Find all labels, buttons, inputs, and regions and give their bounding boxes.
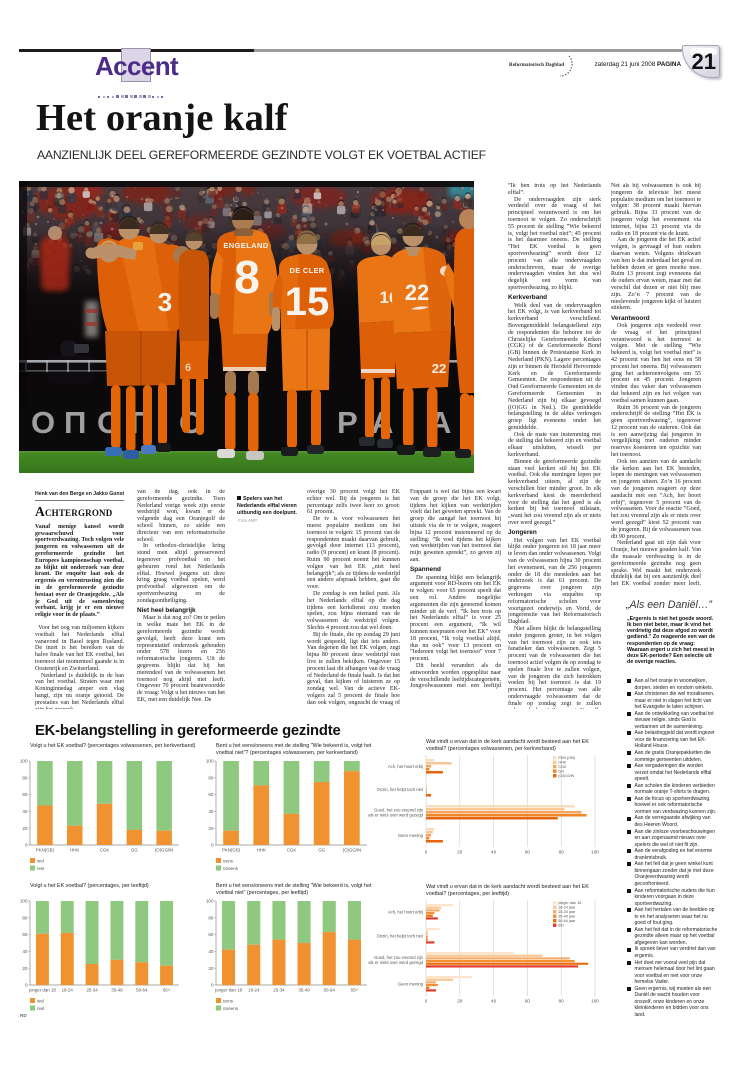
svg-text:50-64: 50-64 bbox=[136, 988, 148, 993]
svg-text:oneens: oneens bbox=[223, 866, 239, 871]
svg-text:PKN(GB): PKN(GB) bbox=[36, 848, 55, 853]
svg-text:40: 40 bbox=[22, 949, 28, 954]
svg-text:60: 60 bbox=[22, 792, 28, 797]
svg-text:40: 40 bbox=[22, 809, 28, 814]
svg-text:GG: GG bbox=[131, 848, 138, 853]
svg-text:25-34: 25-34 bbox=[273, 988, 285, 993]
svg-text:22: 22 bbox=[432, 361, 446, 376]
svg-text:DE CLER: DE CLER bbox=[289, 266, 324, 275]
svg-text:20: 20 bbox=[208, 966, 214, 971]
svg-text:Goed, het zou vreemd zijn: Goed, het zou vreemd zijn bbox=[374, 955, 424, 960]
svg-text:Onzin, het helpt toch niet: Onzin, het helpt toch niet bbox=[377, 787, 424, 792]
svg-text:20: 20 bbox=[208, 826, 214, 831]
svg-text:60: 60 bbox=[525, 999, 531, 1004]
svg-text:oneens: oneens bbox=[223, 1006, 239, 1011]
svg-text:40: 40 bbox=[491, 999, 497, 1004]
svg-text:80: 80 bbox=[22, 775, 28, 780]
svg-text:20: 20 bbox=[22, 826, 28, 831]
svg-text:60: 60 bbox=[208, 932, 214, 937]
svg-text:GG: GG bbox=[558, 770, 564, 774]
svg-text:wel: wel bbox=[37, 998, 44, 1003]
svg-text:100: 100 bbox=[591, 999, 599, 1004]
svg-text:100: 100 bbox=[206, 899, 214, 904]
svg-text:20: 20 bbox=[457, 999, 463, 1004]
svg-text:35-49 jaar: 35-49 jaar bbox=[558, 915, 576, 919]
svg-text:60: 60 bbox=[22, 932, 28, 937]
svg-text:PKN (GB): PKN (GB) bbox=[558, 756, 576, 760]
svg-text:niet: niet bbox=[37, 866, 45, 871]
svg-text:(O)GG/iN: (O)GG/iN bbox=[558, 774, 574, 778]
svg-text:22: 22 bbox=[405, 280, 429, 305]
svg-text:jonger dan 18: jonger dan 18 bbox=[214, 988, 242, 993]
svg-text:80: 80 bbox=[559, 850, 565, 855]
svg-text:Ach, het hoort erbij: Ach, het hoort erbij bbox=[388, 909, 423, 914]
svg-text:Π: Π bbox=[64, 405, 86, 440]
svg-text:0: 0 bbox=[425, 999, 428, 1004]
svg-text:0: 0 bbox=[425, 850, 428, 855]
svg-text:Goed, het zou vreemd zijn: Goed, het zou vreemd zijn bbox=[374, 808, 424, 813]
svg-text:eens: eens bbox=[223, 998, 234, 1003]
svg-text:wel: wel bbox=[37, 858, 44, 863]
svg-text:80: 80 bbox=[208, 775, 214, 780]
svg-text:25-34 jaar: 25-34 jaar bbox=[558, 910, 576, 914]
svg-text:CGK: CGK bbox=[558, 765, 567, 769]
svg-text:(O)GG/iN: (O)GG/iN bbox=[155, 848, 174, 853]
svg-text:80: 80 bbox=[208, 915, 214, 920]
svg-text:100: 100 bbox=[206, 759, 214, 764]
svg-text:eens: eens bbox=[223, 858, 234, 863]
svg-text:8: 8 bbox=[234, 251, 260, 303]
svg-text:100: 100 bbox=[20, 899, 28, 904]
svg-text:50-64 jaar: 50-64 jaar bbox=[558, 919, 576, 923]
svg-text:40: 40 bbox=[208, 809, 214, 814]
svg-text:40: 40 bbox=[491, 850, 497, 855]
svg-text:HHK: HHK bbox=[257, 848, 266, 853]
svg-text:0: 0 bbox=[211, 983, 214, 988]
svg-text:CGK: CGK bbox=[287, 848, 297, 853]
svg-text:80: 80 bbox=[22, 915, 28, 920]
svg-text:HHK: HHK bbox=[558, 761, 566, 765]
svg-text:35-49: 35-49 bbox=[111, 988, 123, 993]
svg-text:PKN(GB): PKN(GB) bbox=[222, 848, 241, 853]
svg-text:18-24: 18-24 bbox=[62, 988, 74, 993]
svg-text:jonger dan 18: jonger dan 18 bbox=[28, 988, 56, 993]
svg-text:niet: niet bbox=[37, 1006, 45, 1011]
svg-text:HHK: HHK bbox=[70, 848, 79, 853]
svg-text:als er niets over werd gezegd: als er niets over werd gezegd bbox=[368, 960, 423, 965]
svg-text:Ach, het hoort erbij: Ach, het hoort erbij bbox=[388, 764, 423, 769]
svg-text:40: 40 bbox=[208, 949, 214, 954]
svg-text:20: 20 bbox=[457, 850, 463, 855]
svg-text:als er niets over werd gezegd: als er niets over werd gezegd bbox=[368, 812, 423, 817]
svg-text:jonger dan 18: jonger dan 18 bbox=[557, 901, 581, 905]
svg-text:35-49: 35-49 bbox=[298, 988, 310, 993]
svg-text:100: 100 bbox=[591, 850, 599, 855]
svg-text:65+: 65+ bbox=[351, 988, 359, 993]
svg-text:(O)GG/iN: (O)GG/iN bbox=[343, 848, 362, 853]
svg-text:80: 80 bbox=[559, 999, 565, 1004]
svg-text:3: 3 bbox=[158, 287, 172, 317]
svg-text:25-34: 25-34 bbox=[86, 988, 98, 993]
svg-text:18-24 jaar: 18-24 jaar bbox=[558, 906, 576, 910]
svg-text:Geen mening: Geen mening bbox=[398, 981, 424, 986]
svg-text:60: 60 bbox=[525, 850, 531, 855]
svg-text:60: 60 bbox=[208, 792, 214, 797]
svg-text:ENGELAND: ENGELAND bbox=[223, 241, 268, 250]
svg-text:Ρ: Ρ bbox=[337, 405, 358, 440]
svg-text:65+: 65+ bbox=[558, 924, 565, 928]
svg-text:Onzin, het helpt toch niet: Onzin, het helpt toch niet bbox=[377, 933, 424, 938]
svg-text:GG: GG bbox=[318, 848, 325, 853]
svg-text:0: 0 bbox=[25, 843, 28, 848]
svg-text:Geen mening: Geen mening bbox=[398, 833, 424, 838]
svg-text:0: 0 bbox=[211, 843, 214, 848]
svg-text:50-64: 50-64 bbox=[324, 988, 336, 993]
svg-text:6: 6 bbox=[185, 362, 191, 374]
svg-text:O: O bbox=[31, 405, 55, 440]
svg-text:18-24: 18-24 bbox=[248, 988, 260, 993]
svg-text:100: 100 bbox=[20, 759, 28, 764]
svg-text:15: 15 bbox=[285, 280, 330, 324]
svg-text:20: 20 bbox=[22, 966, 28, 971]
svg-text:0: 0 bbox=[25, 983, 28, 988]
svg-text:CGK: CGK bbox=[100, 848, 110, 853]
svg-text:65+: 65+ bbox=[163, 988, 171, 993]
